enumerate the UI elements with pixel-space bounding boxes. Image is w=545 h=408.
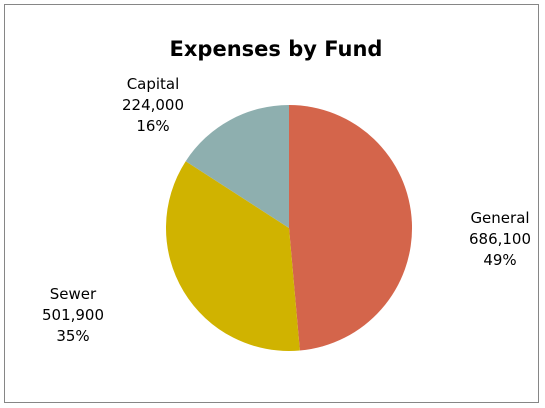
pie-chart: Expenses by Fund General 686,100 49% Sewer 5…: [42, 37, 531, 352]
data-label-sewer: Sewer 501,900 35%: [42, 285, 104, 345]
label-name: Sewer: [50, 285, 97, 303]
label-percent: 16%: [136, 117, 169, 135]
data-labels: General 686,100 49% Sewer 501,900 35% Capital 2…: [42, 75, 531, 345]
pie-slice-sewer: [165, 161, 300, 352]
label-name: Capital: [127, 75, 180, 93]
label-percent: 35%: [56, 327, 89, 345]
label-percent: 49%: [483, 251, 516, 269]
chart-title: Expenses by Fund: [170, 37, 383, 61]
data-label-general: General 686,100 49%: [469, 209, 531, 269]
chart-area: Expenses by Fund General 686,100 49% Sewer 5…: [4, 4, 539, 403]
pie-slice-general: [289, 105, 413, 351]
label-value: 501,900: [42, 306, 104, 324]
pie-slices: [165, 105, 413, 352]
label-value: 686,100: [469, 230, 531, 248]
pie-slice-capital: [185, 105, 289, 228]
data-label-capital: Capital 224,000 16%: [122, 75, 184, 135]
label-value: 224,000: [122, 96, 184, 114]
label-name: General: [470, 209, 529, 227]
